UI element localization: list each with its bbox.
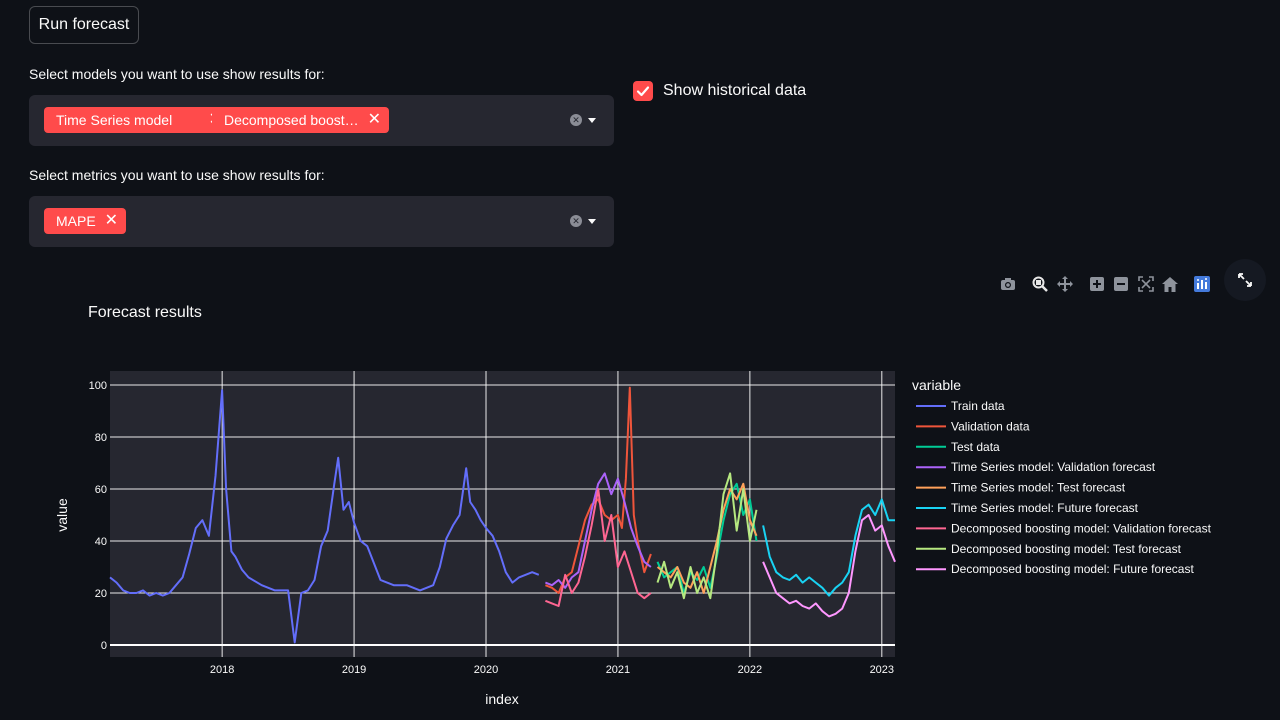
fullscreen-button[interactable]	[1224, 259, 1266, 301]
series-line-4[interactable]	[656, 482, 758, 594]
legend-label: Time Series model: Validation forecast	[951, 460, 1156, 474]
model-chip-decomposed-boosting: Decomposed boost… ✕	[212, 107, 389, 133]
x-tick-label: 2023	[870, 664, 894, 676]
legend-item[interactable]: Decomposed boosting model: Future foreca…	[916, 562, 1194, 576]
series-line-6[interactable]	[545, 488, 652, 607]
y-tick-label: 20	[95, 588, 107, 600]
chevron-down-icon[interactable]	[588, 219, 596, 224]
y-tick-label: 100	[89, 380, 107, 392]
legend-item[interactable]: Train data	[916, 399, 1005, 413]
legend-label: Test data	[951, 440, 1000, 454]
legend-item[interactable]: Decomposed boosting model: Test forecast	[916, 542, 1182, 556]
autoscale-icon[interactable]	[1136, 274, 1156, 294]
x-tick-label: 2022	[738, 664, 762, 676]
legend-item[interactable]: Time Series model: Future forecast	[916, 501, 1139, 515]
x-tick-label: 2019	[342, 664, 366, 676]
legend-item[interactable]: Decomposed boosting model: Validation fo…	[916, 521, 1212, 535]
forecast-chart: Forecast results 0 20 40 60 80 100 2018 2019 202…	[54, 304, 1212, 707]
series-line-0[interactable]	[109, 389, 540, 644]
legend-label: Time Series model: Future forecast	[951, 501, 1139, 515]
legend-label: Decomposed boosting model: Validation fo…	[951, 521, 1212, 535]
chevron-down-icon[interactable]	[588, 118, 596, 123]
x-tick-label: 2020	[474, 664, 498, 676]
chip-label: MAPE	[56, 213, 96, 229]
remove-chip-icon[interactable]: ✕	[104, 212, 118, 229]
camera-icon[interactable]	[998, 274, 1018, 294]
y-tick-label: 80	[95, 432, 107, 444]
legend-title: variable	[912, 377, 961, 393]
home-icon[interactable]	[1160, 274, 1180, 294]
metrics-multiselect[interactable]: MAPE ✕ ✕	[29, 196, 614, 247]
legend-item[interactable]: Time Series model: Validation forecast	[916, 460, 1156, 474]
models-select-label: Select models you want to use show resul…	[29, 66, 325, 82]
x-tick-label: 2021	[606, 664, 630, 676]
chip-label: Time Series model	[56, 112, 173, 128]
clear-all-icon[interactable]: ✕	[570, 114, 582, 126]
clear-all-icon[interactable]: ✕	[570, 215, 582, 227]
plotly-logo-icon[interactable]	[1192, 274, 1212, 294]
zoom-in-icon[interactable]	[1087, 274, 1107, 294]
expand-icon	[1238, 273, 1252, 287]
legend-item[interactable]: Time Series model: Test forecast	[916, 481, 1126, 495]
y-tick-label: 40	[95, 536, 107, 548]
legend-item[interactable]: Test data	[916, 440, 1000, 454]
y-tick-label: 0	[101, 640, 107, 652]
legend-label: Validation data	[951, 419, 1030, 433]
metrics-select-label: Select metrics you want to use show resu…	[29, 167, 325, 183]
legend-item[interactable]: Validation data	[916, 419, 1030, 433]
zoom-out-icon[interactable]	[1111, 274, 1131, 294]
y-tick-label: 60	[95, 484, 107, 496]
series-line-5[interactable]	[762, 498, 895, 597]
legend-label: Train data	[951, 399, 1005, 413]
x-tick-label: 2018	[210, 664, 234, 676]
y-axis-label: value	[54, 498, 70, 532]
zoom-icon[interactable]	[1030, 274, 1050, 294]
chip-label: Decomposed boost…	[224, 112, 358, 128]
metric-chip-mape: MAPE ✕	[44, 208, 126, 234]
series-line-7[interactable]	[656, 472, 758, 600]
model-chip-time-series: Time Series model ✕	[44, 107, 230, 133]
run-forecast-button[interactable]: Run forecast	[29, 6, 139, 44]
show-historical-checkbox[interactable]: Show historical data	[633, 81, 806, 101]
pan-icon[interactable]	[1055, 274, 1075, 294]
x-axis-label: index	[485, 691, 518, 707]
plot-background[interactable]	[110, 371, 895, 657]
chart-title: Forecast results	[88, 304, 202, 321]
legend-label: Decomposed boosting model: Test forecast	[951, 542, 1182, 556]
checkbox-label: Show historical data	[663, 82, 807, 99]
legend-label: Decomposed boosting model: Future foreca…	[951, 562, 1194, 576]
models-multiselect[interactable]: Time Series model ✕ Decomposed boost… ✕ …	[29, 95, 614, 146]
checkbox-checked-icon[interactable]	[633, 81, 653, 101]
remove-chip-icon[interactable]: ✕	[367, 111, 381, 128]
series-line-8[interactable]	[762, 514, 896, 618]
legend-label: Time Series model: Test forecast	[951, 481, 1126, 495]
